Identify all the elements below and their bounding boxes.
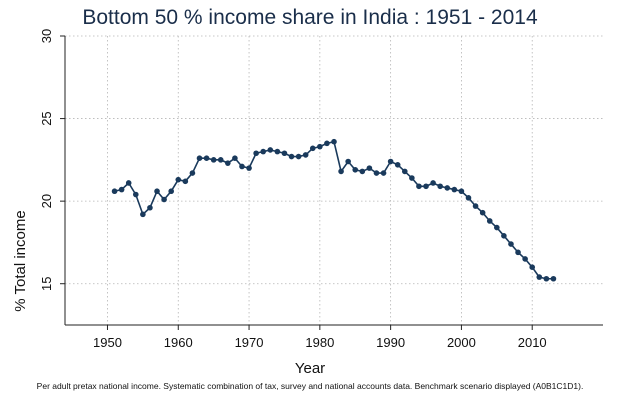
data-point-1994	[416, 183, 422, 190]
data-point-1955	[140, 211, 146, 218]
x-tick-label-1950: 1950	[93, 335, 122, 350]
data-point-1967	[225, 160, 231, 166]
data-point-1997	[437, 183, 443, 190]
data-point-1952	[118, 186, 125, 193]
data-point-1978	[302, 152, 309, 158]
data-point-1958	[161, 196, 167, 203]
data-point-1953	[125, 180, 132, 186]
data-point-2000	[458, 188, 465, 195]
data-point-2012	[543, 275, 550, 282]
data-point-1998	[444, 185, 451, 191]
chart-title: Bottom 50 % income share in India : 1951…	[82, 6, 538, 29]
axes	[60, 35, 603, 330]
x-tick-label-1990: 1990	[376, 335, 405, 350]
data-point-1982	[331, 138, 337, 145]
grid-lines	[65, 35, 603, 325]
data-point-2006	[501, 233, 507, 239]
x-tick-labels: 1950 1960 1970 1980 1990 2000 2010	[93, 335, 547, 350]
chart-note: Per adult pretax national income. System…	[36, 381, 584, 391]
data-point-1986	[359, 168, 366, 175]
data-point-1977	[295, 153, 302, 160]
data-point-1995	[423, 183, 429, 190]
data-point-1960	[175, 176, 182, 183]
data-point-1993	[409, 175, 415, 181]
data-point-1962	[189, 170, 196, 176]
data-point-2005	[494, 224, 500, 231]
data-point-1970	[246, 165, 252, 171]
data-point-2011	[536, 274, 543, 280]
data-point-2001	[465, 195, 472, 201]
data-point-1965	[210, 157, 217, 163]
data-point-1987	[366, 165, 373, 171]
data-point-1983	[338, 168, 344, 175]
data-point-1980	[317, 143, 323, 150]
data-point-1964	[203, 155, 210, 162]
data-point-1957	[154, 188, 160, 195]
data-point-1969	[239, 163, 245, 170]
x-tick-label-1980: 1980	[305, 335, 334, 350]
y-tick-label-30: 30	[39, 29, 54, 43]
y-tick-label-20: 20	[39, 194, 54, 208]
y-tick-labels: 15 20 25 30	[39, 29, 54, 291]
data-point-1991	[394, 162, 401, 168]
data-point-1984	[345, 158, 351, 165]
data-point-1966	[217, 157, 224, 163]
x-tick-label-2010: 2010	[518, 335, 547, 350]
data-point-2003	[479, 209, 486, 216]
series-income-share	[111, 138, 557, 282]
data-point-2004	[486, 218, 493, 224]
data-point-1974	[274, 148, 281, 155]
data-point-2010	[529, 264, 536, 271]
x-tick-label-2000: 2000	[447, 335, 476, 350]
data-point-1954	[132, 191, 139, 198]
data-point-1963	[196, 155, 203, 162]
data-point-2009	[522, 256, 528, 262]
data-point-1996	[430, 180, 436, 186]
data-point-1975	[281, 150, 288, 157]
data-point-1976	[288, 153, 295, 160]
x-tick-label-1960: 1960	[164, 335, 193, 350]
data-point-2007	[508, 241, 514, 247]
data-point-1985	[352, 166, 359, 173]
data-point-1989	[380, 170, 387, 176]
data-point-1979	[309, 145, 316, 152]
data-point-2002	[472, 203, 479, 209]
data-point-1988	[373, 170, 380, 176]
data-point-1951	[111, 188, 118, 195]
x-tick-label-1970: 1970	[235, 335, 264, 350]
data-point-1981	[324, 140, 330, 147]
data-point-1971	[253, 150, 259, 157]
data-point-2008	[515, 249, 521, 256]
y-tick-label-15: 15	[39, 276, 54, 290]
data-point-1992	[401, 168, 408, 175]
data-point-1999	[451, 186, 458, 193]
series-line	[114, 140, 554, 280]
y-axis-label: % Total income	[12, 210, 29, 312]
data-point-1973	[267, 147, 274, 153]
data-point-1990	[387, 158, 394, 165]
y-tick-label-25: 25	[39, 111, 54, 125]
data-point-1959	[168, 188, 174, 195]
data-point-1968	[232, 155, 238, 162]
data-point-1972	[260, 148, 267, 155]
data-point-1961	[182, 178, 189, 185]
x-axis-label: Year	[294, 360, 326, 377]
data-point-1956	[147, 204, 153, 211]
data-point-2013	[550, 275, 557, 282]
